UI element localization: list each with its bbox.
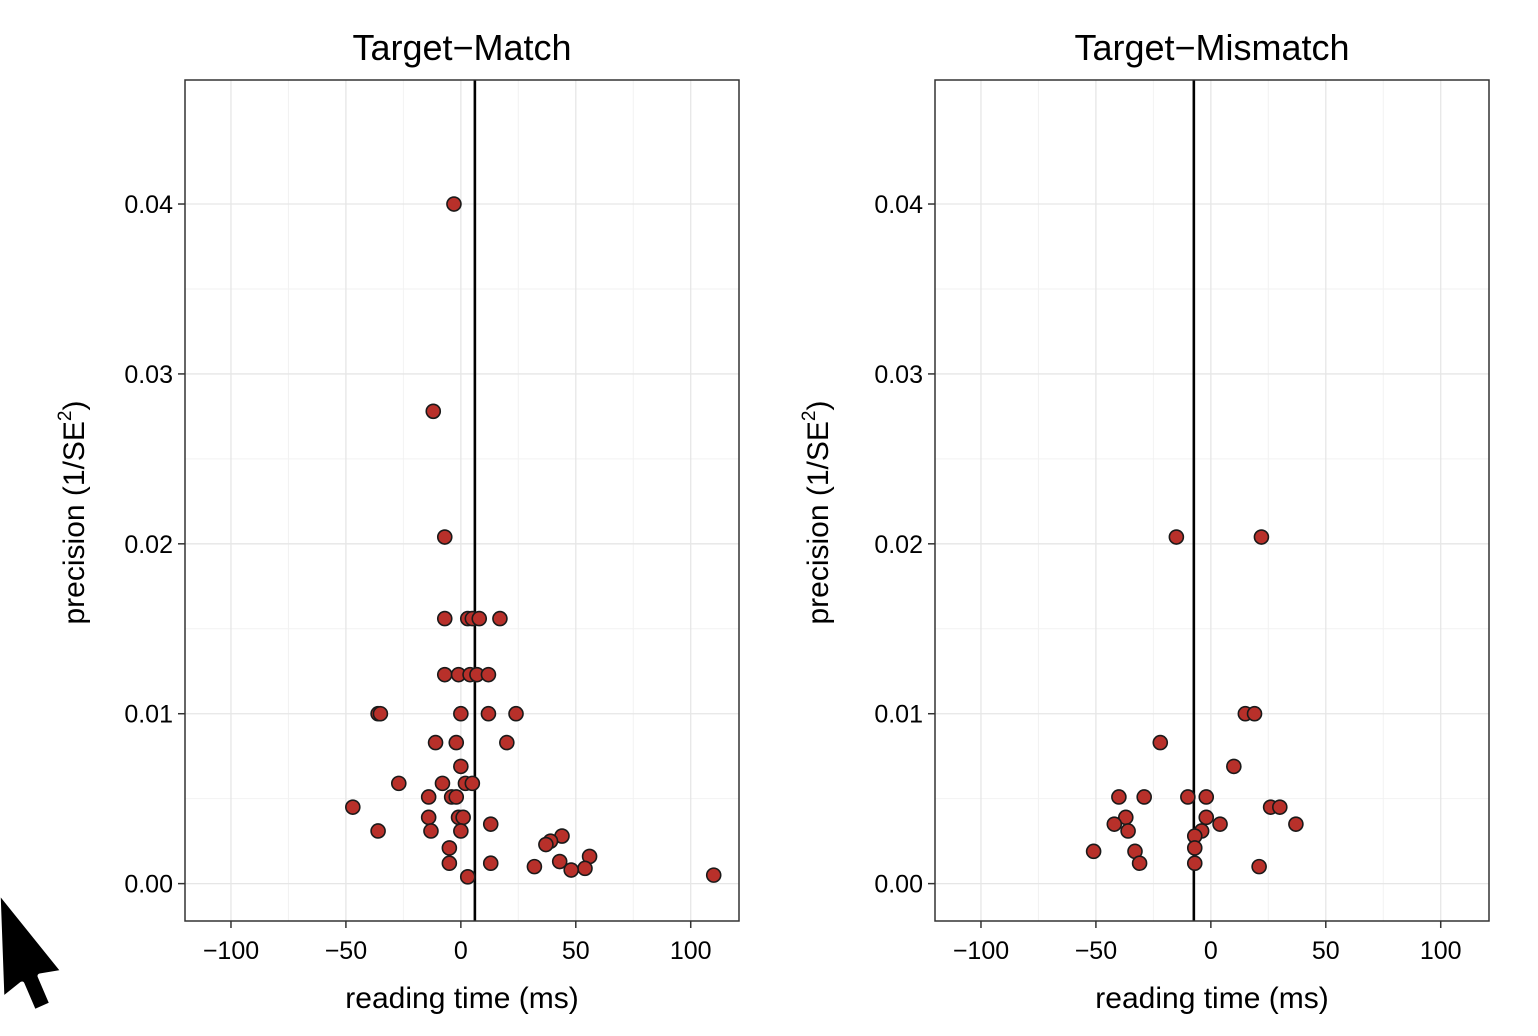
plot-area	[935, 80, 1489, 921]
data-point	[563, 862, 579, 878]
data-point	[423, 823, 439, 839]
data-point	[508, 705, 524, 722]
data-point	[1085, 843, 1102, 860]
data-point	[1212, 816, 1228, 832]
data-point	[425, 403, 442, 420]
data-point	[448, 789, 465, 805]
data-point	[1120, 823, 1136, 839]
data-point	[1226, 758, 1242, 775]
data-point	[1152, 734, 1169, 751]
panel-target-match: −100 −50 0 50 100 0.00 0.01 0.02 0.03 0.04 Target−…	[55, 27, 740, 1015]
data-point	[427, 734, 444, 751]
x-tick-label: −100	[953, 937, 1009, 965]
y-axis-label-close: )	[802, 400, 835, 410]
y-axis-label-main: precision (1/SE	[58, 421, 91, 624]
data-point	[420, 789, 437, 805]
data-points	[1085, 529, 1304, 875]
x-tick-label: 100	[1420, 937, 1462, 965]
y-axis-label-superscript: 2	[799, 410, 820, 421]
data-point	[434, 775, 451, 792]
panel-target-mismatch: −100 −50 0 50 100 0.00 0.01 0.02 0.03 0.04 Target−…	[799, 27, 1490, 1015]
data-point	[441, 855, 458, 872]
x-tick-label: −100	[203, 937, 259, 965]
data-point	[492, 610, 508, 627]
data-point	[1251, 858, 1267, 875]
data-point	[705, 867, 722, 883]
y-tick-label: 0.04	[874, 191, 923, 219]
data-point	[459, 869, 476, 885]
data-point	[1186, 855, 1203, 872]
panel-title: Target−Match	[352, 27, 571, 68]
data-point	[1253, 529, 1270, 545]
data-point	[453, 758, 469, 775]
y-tick-label: 0.01	[124, 701, 173, 729]
y-axis-label-main: precision (1/SE	[802, 421, 835, 624]
data-point	[499, 734, 515, 751]
data-point	[372, 705, 389, 722]
y-tick-label: 0.03	[874, 361, 923, 389]
y-tick-label: 0.02	[124, 531, 173, 559]
data-point	[420, 809, 437, 826]
gridlines	[935, 80, 1489, 921]
data-point	[1272, 799, 1288, 815]
data-point	[1288, 816, 1304, 832]
panel-border	[934, 79, 1490, 922]
data-point	[464, 775, 481, 792]
x-tick-label: −50	[325, 937, 367, 965]
x-tick-label: −50	[1075, 937, 1117, 965]
panel-border	[184, 79, 740, 922]
data-point	[482, 816, 499, 832]
data-point	[370, 823, 386, 839]
data-point	[448, 734, 465, 751]
data-point	[1180, 789, 1196, 805]
y-tick-label: 0.03	[124, 361, 173, 389]
data-point	[441, 840, 458, 856]
data-point	[390, 775, 407, 792]
x-tick-label: 0	[1204, 937, 1218, 965]
data-point	[1136, 789, 1152, 805]
data-point	[345, 799, 361, 815]
y-tick-label: 0.00	[874, 871, 923, 899]
data-point	[1198, 809, 1215, 826]
data-point	[538, 836, 554, 853]
data-point	[480, 666, 497, 683]
data-point	[1186, 840, 1203, 856]
data-point	[453, 823, 469, 839]
data-point	[526, 858, 543, 875]
y-axis-label-superscript: 2	[55, 410, 76, 421]
y-axis-label: precision (1/SE2)	[799, 400, 835, 624]
data-point	[453, 705, 469, 722]
data-point	[1106, 816, 1123, 832]
data-point	[446, 196, 462, 212]
data-point	[1111, 789, 1127, 805]
y-tick-label: 0.01	[874, 701, 923, 729]
data-point	[471, 610, 488, 627]
x-tick-label: 50	[1312, 937, 1340, 965]
data-point	[436, 610, 453, 627]
y-axis-label: precision (1/SE2)	[55, 400, 91, 624]
data-point	[436, 666, 453, 683]
x-axis-label: reading time (ms)	[345, 982, 578, 1015]
x-tick-label: 0	[454, 937, 468, 965]
data-point	[482, 855, 499, 872]
data-point	[436, 529, 453, 545]
x-tick-label: 100	[670, 937, 712, 965]
panel-title: Target−Mismatch	[1074, 27, 1349, 68]
y-axis-label-close: )	[58, 400, 91, 410]
y-tick-label: 0.00	[124, 871, 173, 899]
data-point	[1246, 705, 1263, 722]
y-tick-label: 0.04	[124, 191, 173, 219]
x-axis-label: reading time (ms)	[1095, 982, 1328, 1015]
x-tick-label: 50	[562, 937, 590, 965]
data-point	[455, 809, 471, 826]
data-point	[551, 853, 568, 870]
data-point	[480, 705, 497, 722]
data-point	[1168, 529, 1185, 545]
data-point	[1131, 855, 1148, 872]
y-tick-label: 0.02	[874, 531, 923, 559]
data-point	[577, 860, 593, 877]
data-point	[1198, 789, 1215, 805]
data-points	[345, 196, 722, 885]
